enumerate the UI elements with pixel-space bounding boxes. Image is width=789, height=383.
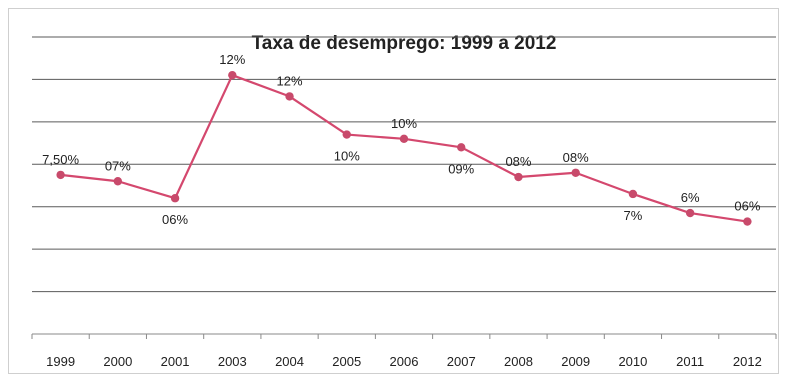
gridlines (32, 36, 776, 293)
x-tick-label: 2007 (447, 354, 476, 369)
chart-title: Taxa de desemprego: 1999 a 2012 (252, 33, 557, 54)
data-label: 06% (734, 199, 760, 214)
data-label: 07% (105, 158, 131, 173)
data-label: 08% (505, 154, 531, 169)
data-label: 7,50% (42, 152, 79, 167)
data-point (399, 134, 409, 144)
data-label: 12% (219, 52, 245, 67)
data-label: 6% (681, 190, 700, 205)
x-tick-label: 2004 (275, 354, 304, 369)
x-tick-labels: 1999 2000 2001 2003 2004 2005 2006 2007 2008 2009… (46, 354, 762, 369)
data-label: 08% (563, 150, 589, 165)
data-point (113, 177, 123, 186)
x-tick-label: 2005 (332, 354, 361, 369)
series-line (60, 74, 748, 223)
x-tick-label: 2001 (161, 354, 190, 369)
x-tick-label: 2000 (103, 354, 132, 369)
chart-frame (8, 8, 779, 374)
x-tick-label: 2006 (390, 354, 419, 369)
series-markers (56, 70, 752, 226)
data-point (342, 130, 351, 139)
data-point (685, 208, 695, 218)
data-point (514, 172, 523, 182)
x-tick-label: 2010 (618, 354, 647, 369)
data-point (571, 168, 580, 177)
x-tick-label: 2009 (561, 354, 590, 369)
data-point (628, 189, 638, 199)
x-tick-label: 2003 (218, 354, 247, 369)
data-point (285, 92, 294, 101)
data-label: 06% (162, 212, 188, 227)
data-label: 10% (334, 149, 360, 164)
data-point (170, 194, 180, 203)
x-axis (31, 333, 777, 339)
data-point (56, 170, 65, 180)
data-label: 7% (624, 208, 643, 223)
data-point (457, 143, 466, 152)
data-label: 09% (448, 161, 474, 176)
x-tick-label: 2008 (504, 354, 533, 369)
data-label: 12% (277, 73, 303, 88)
data-labels: 7,50% 07% 06% 12% 12% 10% 10% 09% 08% 08% 7% 6% 06% (42, 52, 761, 227)
data-point (228, 70, 237, 80)
x-tick-label: 2012 (733, 354, 762, 369)
x-tick-label: 1999 (46, 354, 75, 369)
data-point (743, 217, 752, 226)
x-tick-label: 2011 (676, 354, 704, 369)
data-label: 10% (391, 116, 417, 131)
